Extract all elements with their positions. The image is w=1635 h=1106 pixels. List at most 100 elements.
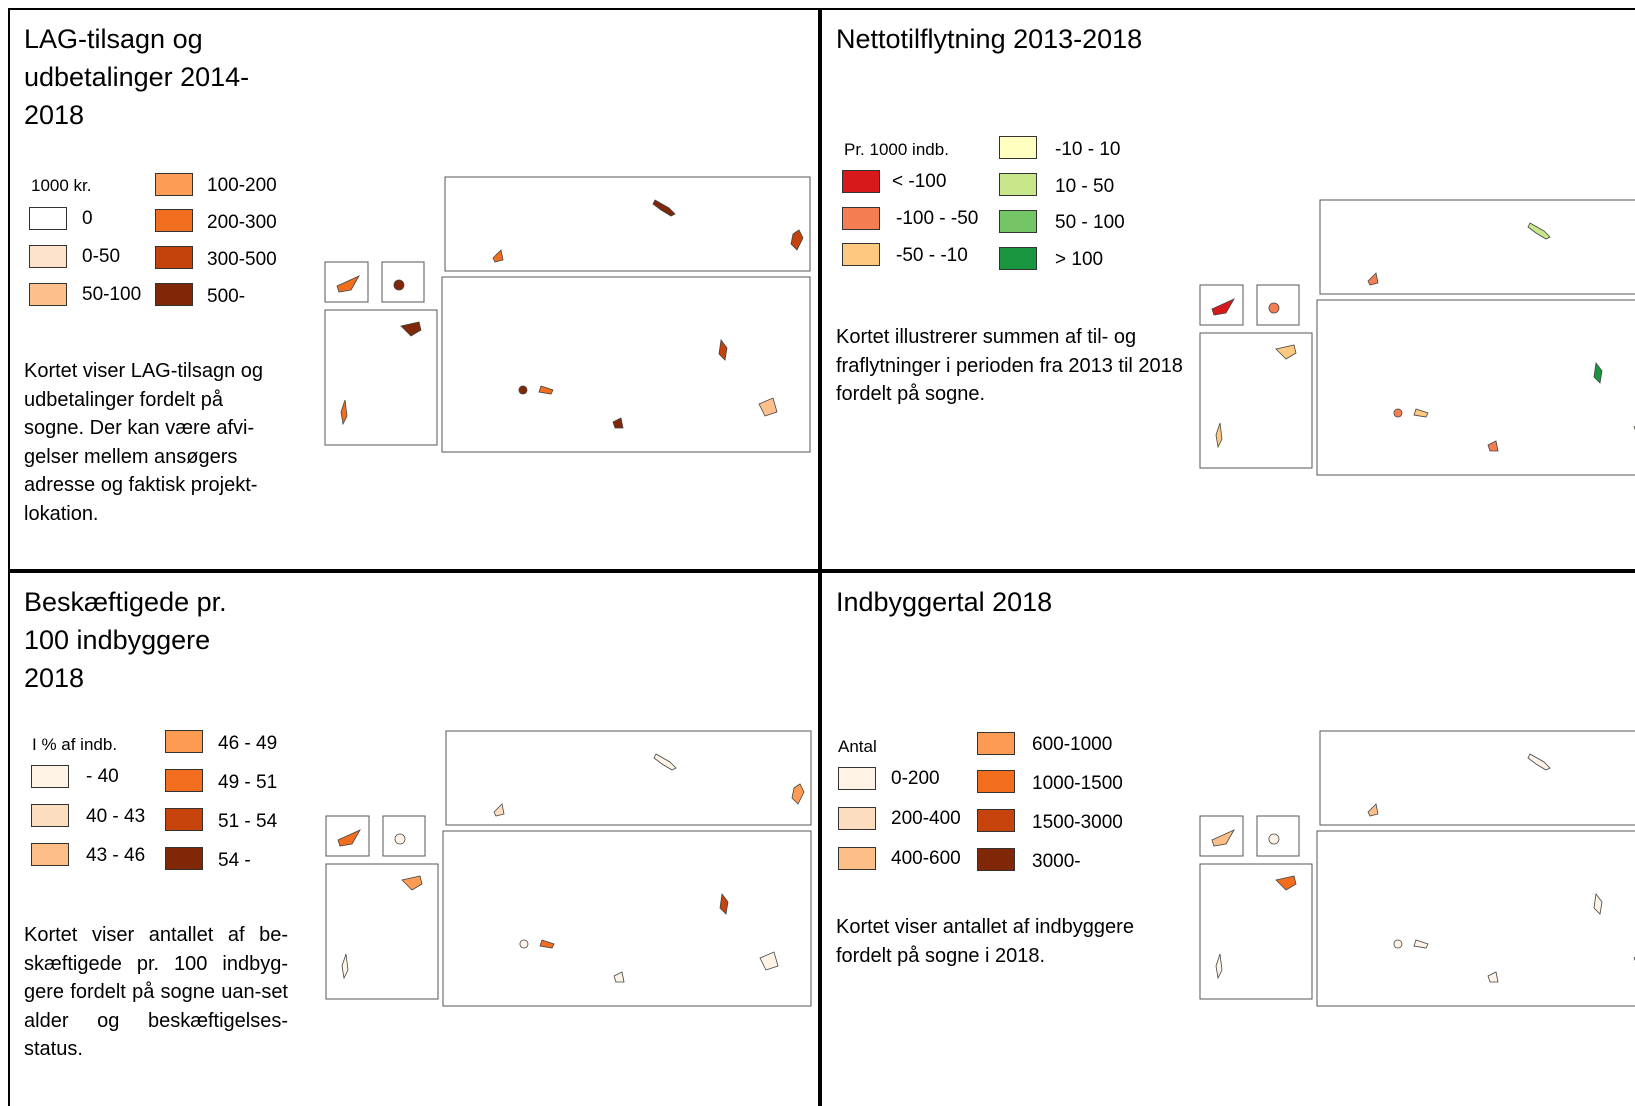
parish-region	[1275, 875, 1297, 891]
legend-label-3: -10 - 10	[1055, 139, 1121, 160]
panel-title: Nettotilflytning 2013-2018	[836, 24, 1143, 54]
legend-swatch-1	[838, 807, 876, 830]
parish-region	[492, 249, 504, 263]
parish-region	[1527, 753, 1551, 771]
parish-region	[1413, 939, 1429, 949]
panel-description: Kortet viser antallet af be-skæftigede p…	[24, 924, 288, 1060]
panel-nettotilflytning: Nettotilflytning 2013-2018 Pr. 1000 indb…	[822, 10, 1635, 570]
choropleth-map	[324, 176, 811, 453]
legend-label-6: 500-	[207, 286, 246, 307]
parish-region	[1527, 222, 1551, 240]
legend-swatch-0	[29, 207, 67, 230]
parish-region	[340, 399, 348, 426]
legend-swatch-4	[977, 770, 1015, 793]
parish-region	[759, 951, 779, 971]
legend-label-6: 3000-	[1032, 851, 1081, 872]
legend-swatch-1	[31, 804, 69, 827]
parish-region	[394, 833, 406, 845]
choropleth-map	[325, 730, 812, 1007]
parish-region	[1268, 833, 1280, 845]
map-inset-frame	[442, 830, 812, 1007]
legend-label-5: 300-500	[207, 249, 277, 270]
legend-label-4: 49 - 51	[218, 772, 278, 793]
legend-label-3: 600-1000	[1032, 734, 1113, 755]
parish-region	[1211, 298, 1235, 316]
legend-swatch-0	[842, 170, 880, 193]
legend-heading: Antal	[838, 737, 877, 756]
map-inset-frame	[444, 176, 811, 272]
legend-label-3: 100-200	[207, 175, 277, 196]
legend-label-5: 1500-3000	[1032, 812, 1123, 833]
legend-swatch-2	[838, 847, 876, 870]
legend-label-2: 400-600	[891, 848, 961, 869]
legend-label-0: 0-200	[891, 768, 940, 789]
parish-region	[613, 971, 625, 983]
legend-label-4: 200-300	[207, 212, 277, 233]
parish-region	[790, 229, 804, 251]
parish-region	[1367, 272, 1379, 286]
panel-title: Indbyggertal 2018	[836, 587, 1053, 617]
parish-region	[336, 275, 360, 293]
legend-swatch-4	[155, 209, 193, 232]
legend-swatch-6	[165, 847, 203, 870]
map-inset-frame	[441, 276, 811, 453]
legend-heading: 1000 kr.	[31, 176, 92, 195]
legend-label-0: < -100	[892, 171, 947, 192]
parish-region	[519, 939, 529, 949]
legend-swatch-3	[165, 730, 203, 753]
legend-label-5: 50 - 100	[1055, 212, 1125, 233]
legend-label-0: - 40	[86, 766, 119, 787]
legend-label-1: 40 - 43	[86, 806, 146, 827]
legend-label-4: 1000-1500	[1032, 773, 1123, 794]
legend-label-6: > 100	[1055, 249, 1104, 270]
parish-region	[1211, 829, 1235, 847]
parish-region	[718, 338, 728, 361]
legend-swatch-0	[31, 765, 69, 788]
parish-region	[538, 385, 554, 395]
legend-label-0: 0	[82, 208, 93, 229]
legend-swatch-3	[999, 136, 1037, 159]
parish-region	[1413, 408, 1429, 418]
legend-swatch-2	[31, 843, 69, 866]
legend-label-6: 54 -	[218, 850, 251, 871]
legend-swatch-0	[838, 767, 876, 790]
legend-swatch-6	[155, 283, 193, 306]
parish-region	[652, 199, 676, 217]
map-inset-frame	[445, 730, 812, 826]
parish-region	[791, 783, 805, 805]
parish-region	[493, 803, 505, 817]
parish-region	[401, 875, 423, 891]
legend-swatch-3	[977, 732, 1015, 755]
parish-region	[341, 953, 349, 980]
legend-swatch-4	[999, 173, 1037, 196]
legend-heading: Pr. 1000 indb.	[844, 140, 949, 159]
legend-swatch-6	[999, 247, 1037, 270]
legend-label-1: 0-50	[82, 246, 121, 267]
parish-region	[1593, 892, 1603, 915]
legend-swatch-2	[29, 283, 67, 306]
legend-swatch-5	[165, 808, 203, 831]
map-inset-frame	[1316, 830, 1635, 1007]
legend-swatch-1	[29, 245, 67, 268]
panel-beskaeftigede: Beskæftigede pr. 100 indbyggere 2018 I %…	[10, 573, 820, 1106]
legend-swatch-5	[999, 210, 1037, 233]
legend-label-2: 50-100	[82, 284, 142, 305]
parish-region	[337, 829, 361, 847]
map-inset-frame	[1319, 730, 1635, 826]
parish-region	[1393, 939, 1403, 949]
parish-region	[1215, 422, 1223, 449]
map-inset-frame	[1316, 299, 1635, 476]
legend-label-5: 51 - 54	[218, 811, 278, 832]
legend-label-1: -100 - -50	[896, 208, 979, 229]
frame-middle	[8, 569, 1635, 573]
panel-title: Beskæftigede pr. 100 indbyggere 2018	[24, 587, 227, 693]
legend-label-4: 10 - 50	[1055, 176, 1115, 197]
parish-region	[612, 417, 624, 429]
legend-swatch-6	[977, 848, 1015, 871]
legend-label-2: -50 - -10	[896, 245, 968, 266]
parish-region	[758, 397, 778, 417]
choropleth-map	[1199, 730, 1635, 1007]
legend-swatch-5	[977, 809, 1015, 832]
legend-label-3: 46 - 49	[218, 733, 278, 754]
